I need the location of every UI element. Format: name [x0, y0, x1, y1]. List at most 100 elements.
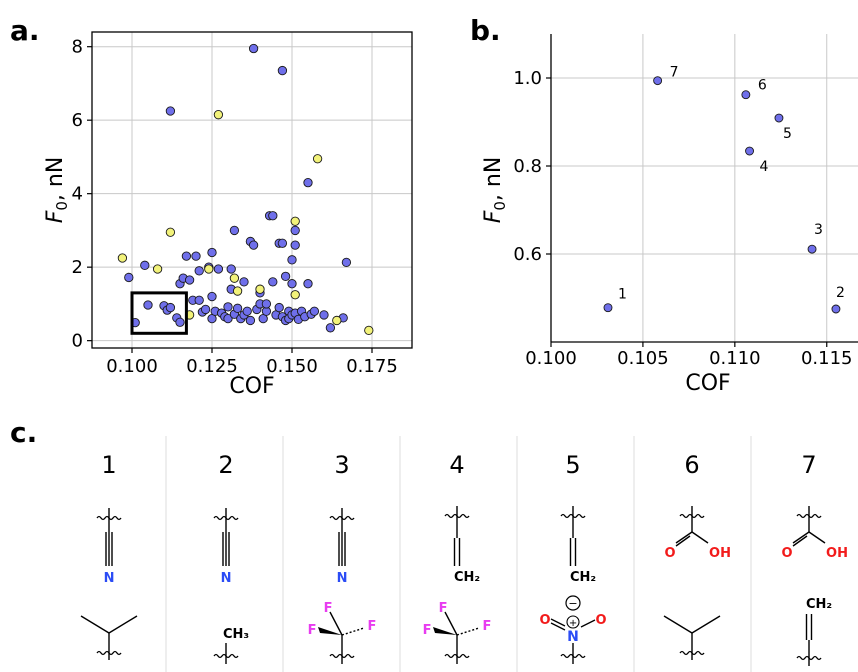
carboxylic-acid-6: O OH [664, 506, 731, 561]
data-point-7 [653, 76, 663, 86]
scatter-plot-a: 0.100 0.125 0.150 0.175 0 2 4 6 8 COF F0, nN [43, 31, 413, 399]
data-point-blue [143, 300, 153, 310]
panel-label-a: a. [10, 14, 40, 47]
positive-charge-icon [566, 615, 580, 629]
data-point-blue [248, 240, 259, 250]
data-point-blue [261, 299, 272, 309]
data-point-yellow [312, 154, 323, 164]
methyl-group-2: CH₃ [213, 627, 249, 664]
data-point-blue [184, 275, 195, 285]
x-tick-label: 0.100 [106, 356, 158, 377]
data-point-blue [239, 277, 249, 287]
data-point-blue [223, 313, 233, 324]
hydroxyl-label: OH [826, 546, 848, 561]
data-point-blue [213, 264, 224, 274]
ch2-label: CH₂ [454, 570, 480, 585]
data-point-6 [741, 90, 751, 100]
x-tick-label: 0.125 [186, 356, 238, 377]
point-label-6: 6 [758, 78, 767, 94]
nitrile-group-1: N [96, 508, 122, 586]
column-number-6: 6 [684, 451, 699, 479]
data-point-3 [807, 244, 817, 254]
oxygen-label: O [781, 546, 792, 561]
y-tick-label: 6 [72, 110, 83, 131]
data-point-blue [191, 251, 201, 261]
minus-label: − [568, 597, 577, 610]
data-point-blue [303, 279, 313, 289]
data-point-blue [280, 271, 291, 281]
data-point-5 [774, 113, 784, 123]
fluorine-label: F [423, 623, 432, 638]
data-point-blue [277, 238, 288, 248]
column-number-7: 7 [801, 451, 816, 479]
nitrogen-label: N [104, 571, 115, 586]
point-label-4: 4 [760, 159, 769, 175]
data-point-blue [226, 264, 236, 274]
panel-label-c: c. [10, 416, 37, 449]
point-label-3: 3 [814, 222, 823, 238]
data-point-yellow [152, 264, 163, 274]
fluorine-label: F [368, 619, 377, 634]
data-point-blue [242, 306, 252, 316]
y-tick-label: 1.0 [513, 68, 542, 89]
column-number-3: 3 [334, 451, 349, 479]
data-point-yellow [364, 325, 374, 336]
data-point-yellow [165, 227, 176, 237]
data-point-yellow [229, 273, 240, 283]
x-tick-label: 0.105 [617, 348, 669, 369]
ch2-label: CH₂ [806, 597, 832, 612]
data-point-blue [140, 260, 150, 270]
data-point-blue [232, 303, 243, 313]
data-point-blue [274, 302, 284, 313]
point-label-1: 1 [618, 287, 627, 303]
oxygen-label: O [664, 546, 675, 561]
nitro-group-5: − + O O N [539, 595, 607, 664]
nitrile-group-2: N [213, 508, 239, 586]
oxygen-label: O [595, 613, 606, 628]
data-point-blue [287, 279, 297, 289]
x-tick-label: 0.110 [709, 348, 761, 369]
x-tick-label: 0.175 [346, 356, 398, 377]
data-point-1 [603, 303, 613, 313]
y-tick-label: 4 [72, 184, 83, 205]
data-point-blue [325, 323, 336, 333]
data-point-blue [287, 255, 297, 265]
highlight-box [130, 291, 188, 335]
fluorine-label: F [439, 601, 448, 616]
data-point-blue [309, 306, 320, 316]
data-point-blue [277, 65, 288, 76]
data-point-blue [207, 291, 217, 302]
x-tick-label: 0.150 [266, 356, 318, 377]
data-point-blue [165, 106, 176, 116]
oxygen-label: O [539, 613, 550, 628]
column-dividers [165, 436, 752, 672]
fluorine-label: F [308, 623, 317, 638]
column-number-4: 4 [449, 451, 464, 479]
data-point-blue [268, 277, 278, 287]
trifluoromethyl-group-4: F F F [423, 601, 491, 664]
data-point-blue [290, 240, 300, 250]
data-point-blue [165, 302, 176, 313]
data-point-yellow [204, 264, 214, 274]
ch2-label: CH₂ [570, 570, 596, 585]
data-point-blue [303, 178, 313, 188]
data-point-blue [245, 315, 256, 326]
structure-table: 1 2 3 4 5 6 7 N N N [80, 436, 848, 672]
point-label-2: 2 [836, 285, 845, 301]
isopropyl-group-1 [80, 615, 138, 660]
data-point-yellow [332, 315, 342, 326]
data-point-yellow [213, 110, 224, 120]
data-point-yellow [232, 286, 243, 296]
negative-charge-icon [565, 595, 581, 611]
vinyl-group-7: CH₂ [796, 597, 832, 666]
panel-label-b: b. [470, 14, 501, 47]
hydroxyl-label: OH [709, 546, 731, 561]
carboxylic-acid-7: O OH [781, 506, 848, 561]
x-tick-label: 0.115 [801, 348, 853, 369]
vinyl-group-5: CH₂ [560, 506, 596, 585]
plus-label: + [569, 618, 577, 629]
data-point-4 [745, 146, 754, 156]
data-point-blue [207, 247, 217, 258]
y-tick-label: 0 [72, 331, 83, 352]
